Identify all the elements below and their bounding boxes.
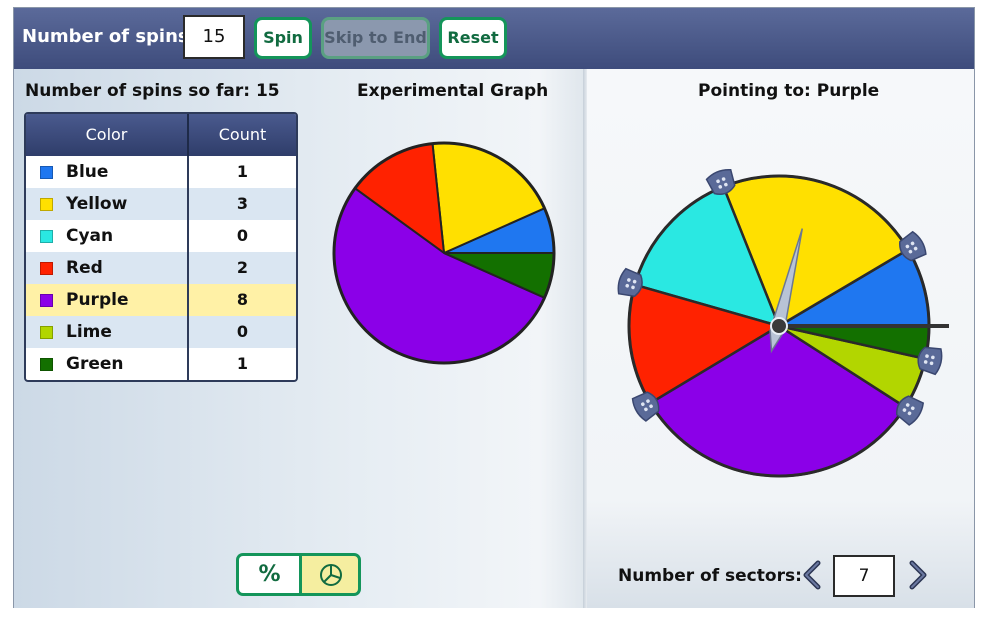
panel-divider <box>583 69 587 608</box>
sector-handle[interactable] <box>616 267 645 299</box>
color-swatch <box>40 197 53 211</box>
color-column-header: Color <box>26 114 189 156</box>
color-swatch <box>40 261 53 275</box>
color-swatch <box>40 357 53 371</box>
sector-handle[interactable] <box>895 230 928 264</box>
spinner-hub <box>770 317 788 335</box>
color-cell: Yellow <box>26 188 189 220</box>
color-name: Red <box>66 258 103 278</box>
table-row: Yellow 3 <box>26 188 296 220</box>
toolbar: Number of spins: 15 Spin Skip to End Res… <box>14 8 974 69</box>
sector-handle[interactable] <box>916 345 944 376</box>
reset-button[interactable]: Reset <box>439 17 507 59</box>
count-table: Color Count Blue 1 Yellow 3 Cyan 0 Red 2 Purple 8… <box>24 112 298 382</box>
count-cell: 1 <box>236 162 249 181</box>
color-swatch <box>40 165 53 179</box>
color-name: Lime <box>66 322 112 342</box>
table-row: Blue 1 <box>26 156 296 188</box>
pointing-to-label: Pointing to: Purple <box>698 81 880 101</box>
spins-label: Number of spins: <box>22 26 196 47</box>
percent-toggle[interactable]: % <box>236 553 300 596</box>
table-row: Red 2 <box>26 252 296 284</box>
chevron-left-icon[interactable] <box>799 560 825 590</box>
spins-so-far: Number of spins so far: 15 <box>25 81 280 101</box>
table-row: Purple 8 <box>26 284 296 316</box>
skip-to-end-button[interactable]: Skip to End <box>321 17 430 59</box>
color-name: Yellow <box>66 194 128 214</box>
spinner-wheel[interactable] <box>600 150 960 490</box>
graph-title: Experimental Graph <box>357 81 549 101</box>
sector-handle[interactable] <box>630 388 663 422</box>
pie-outline <box>332 141 556 365</box>
color-cell: Red <box>26 252 189 284</box>
experimental-pie-chart <box>332 141 556 365</box>
sectors-label: Number of sectors: <box>618 566 802 586</box>
color-cell: Purple <box>26 284 189 316</box>
table-row: Lime 0 <box>26 316 296 348</box>
count-cell: 2 <box>236 258 249 277</box>
pie-toggle[interactable] <box>299 553 361 596</box>
sector-handle[interactable] <box>892 392 925 426</box>
pie-chart-icon <box>320 564 342 586</box>
color-swatch <box>40 325 53 339</box>
table-row: Green 1 <box>26 348 296 380</box>
count-cell: 8 <box>236 290 249 309</box>
percent-toggle-label: % <box>258 562 281 587</box>
spin-button[interactable]: Spin <box>254 17 312 59</box>
color-cell: Blue <box>26 156 189 188</box>
chevron-right-icon[interactable] <box>905 560 931 590</box>
color-cell: Cyan <box>26 220 189 252</box>
color-swatch <box>40 229 53 243</box>
count-cell: 0 <box>236 322 249 341</box>
count-cell: 1 <box>236 354 249 373</box>
color-cell: Lime <box>26 316 189 348</box>
color-name: Purple <box>66 290 129 310</box>
count-cell: 3 <box>236 194 249 213</box>
count-column-header: Count <box>218 125 267 144</box>
count-cell: 0 <box>236 226 249 245</box>
spins-input[interactable]: 15 <box>183 15 245 59</box>
color-name: Cyan <box>66 226 114 246</box>
color-name: Green <box>66 354 124 374</box>
sector-handle[interactable] <box>705 167 738 198</box>
table-row: Cyan 0 <box>26 220 296 252</box>
sectors-input[interactable]: 7 <box>833 555 895 597</box>
color-name: Blue <box>66 162 109 182</box>
color-cell: Green <box>26 348 189 380</box>
table-header: Color Count <box>26 114 296 156</box>
color-swatch <box>40 293 53 307</box>
